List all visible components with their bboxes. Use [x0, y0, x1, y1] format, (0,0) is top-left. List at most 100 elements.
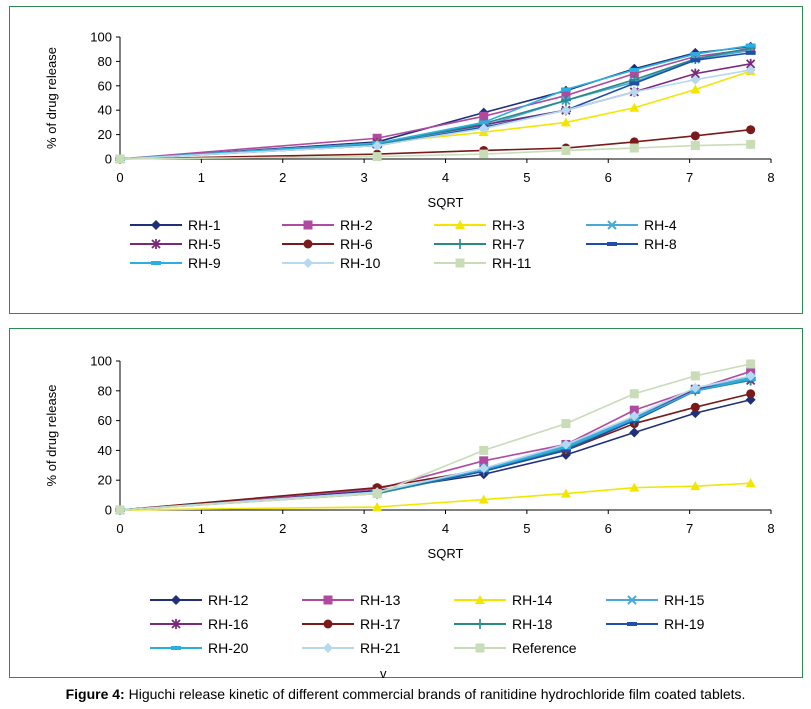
x-tick-label: 4: [442, 521, 449, 536]
x-tick-label: 0: [116, 170, 123, 185]
data-point: [629, 86, 640, 97]
legend-marker: [475, 643, 485, 653]
y-tick-label: 20: [98, 127, 112, 142]
data-point: [372, 489, 382, 499]
data-point: [478, 123, 489, 134]
data-point: [478, 463, 489, 474]
data-point: [560, 95, 571, 106]
x-tick-label: 5: [523, 170, 530, 185]
y-tick-label: 100: [90, 30, 112, 45]
data-point: [745, 478, 756, 488]
legend-label: RH-7: [492, 236, 525, 252]
legend-label: RH-19: [664, 616, 705, 632]
series-rh-19: [115, 376, 756, 512]
x-tick-label: 5: [523, 521, 530, 536]
data-point: [690, 74, 701, 85]
legend-item: RH-1: [130, 217, 221, 233]
chart-2-svg: 0 20 40 60 80 100 0 1 2 3 4 5 6 7 8 SQRT % of drug relea…: [44, 354, 775, 657]
legend-item: RH-5: [130, 236, 221, 252]
x-tick-label: 7: [686, 170, 693, 185]
data-point: [372, 140, 383, 151]
data-point: [690, 52, 701, 57]
series-line: [119, 370, 751, 511]
stray-letter: v: [380, 666, 387, 681]
series-line: [119, 63, 751, 160]
series-rh-8: [115, 50, 756, 161]
x-tick-label: 3: [361, 170, 368, 185]
series-rh-13: [115, 366, 756, 515]
x-tick-label: 6: [605, 170, 612, 185]
legend-item: RH-14: [454, 592, 553, 608]
data-point: [560, 105, 571, 116]
x-tick-label: 8: [767, 170, 774, 185]
data-point: [690, 382, 701, 393]
legend-label: RH-20: [208, 640, 249, 656]
legend-item: RH-18: [454, 616, 553, 632]
data-point: [745, 43, 756, 48]
data-point: [745, 50, 756, 55]
series-line: [119, 375, 751, 511]
legend-marker: [151, 220, 161, 230]
legend-marker: [607, 242, 617, 246]
legend-label: RH-4: [644, 217, 677, 233]
legend-label: RH-6: [340, 236, 373, 252]
figure-caption: Figure 4: Higuchi release kinetic of dif…: [0, 686, 811, 702]
legend-label: RH-8: [644, 236, 677, 252]
x-tick-label: 7: [686, 521, 693, 536]
x-axis-title: SQRT: [428, 195, 464, 210]
data-point: [115, 505, 125, 515]
data-point: [745, 394, 756, 405]
data-point: [629, 81, 640, 86]
chart-1-svg: 0 20 40 60 80 100 0 1 2 3 4 5 6 7 8 SQRT % of drug relea…: [44, 30, 775, 272]
legend-label: RH-13: [360, 592, 401, 608]
series-line: [119, 52, 751, 160]
series-line: [119, 376, 751, 511]
legend-marker: [323, 595, 333, 605]
series-reference: [115, 359, 756, 515]
x-tick-label: 3: [361, 521, 368, 536]
data-point: [479, 111, 489, 121]
y-tick-label: 40: [98, 443, 112, 458]
chart-panel-2: 0 20 40 60 80 100 0 1 2 3 4 5 6 7 8 SQRT % of drug relea…: [9, 328, 803, 678]
legend-item: RH-12: [150, 592, 249, 608]
series-rh-11: [115, 139, 756, 164]
data-point: [629, 482, 640, 492]
y-tick-label: 80: [98, 383, 112, 398]
legend-marker: [455, 239, 465, 249]
x-tick-label: 1: [198, 170, 205, 185]
data-point: [629, 69, 639, 79]
x-tick-label: 0: [116, 521, 123, 536]
series-rh-12: [115, 394, 756, 515]
legend-item: RH-6: [282, 236, 373, 252]
x-axis-title: SQRT: [428, 546, 464, 561]
series-rh-3: [115, 66, 756, 163]
legend-marker: [171, 595, 181, 605]
legend-item: RH-4: [586, 217, 677, 233]
legend-item: RH-11: [434, 255, 532, 271]
y-tick-label: 60: [98, 78, 112, 93]
x-tick-label: 1: [198, 521, 205, 536]
legend-marker: [171, 646, 181, 650]
legend-item: RH-2: [282, 217, 373, 233]
y-tick-label: 40: [98, 103, 112, 118]
caption-text: Higuchi release kinetic of different com…: [128, 686, 746, 702]
legend-item: RH-17: [302, 616, 401, 632]
legend-item: Reference: [454, 640, 577, 656]
series-line: [119, 379, 751, 511]
legend-marker: [627, 622, 637, 626]
data-point: [629, 143, 639, 153]
data-point: [629, 67, 640, 72]
data-point: [479, 445, 489, 455]
y-tick-label: 0: [105, 152, 112, 167]
data-point: [479, 456, 489, 466]
legend-label: RH-2: [340, 217, 373, 233]
series-line: [119, 398, 751, 511]
legend-label: RH-10: [340, 255, 381, 271]
legend-label: RH-3: [492, 217, 525, 233]
legend-item: RH-8: [586, 236, 677, 252]
legend-label: RH-11: [492, 255, 532, 271]
y-axis-title: % of drug release: [44, 385, 59, 487]
series-rh-14: [115, 478, 756, 514]
data-point: [629, 102, 640, 112]
legend-label: RH-21: [360, 640, 401, 656]
